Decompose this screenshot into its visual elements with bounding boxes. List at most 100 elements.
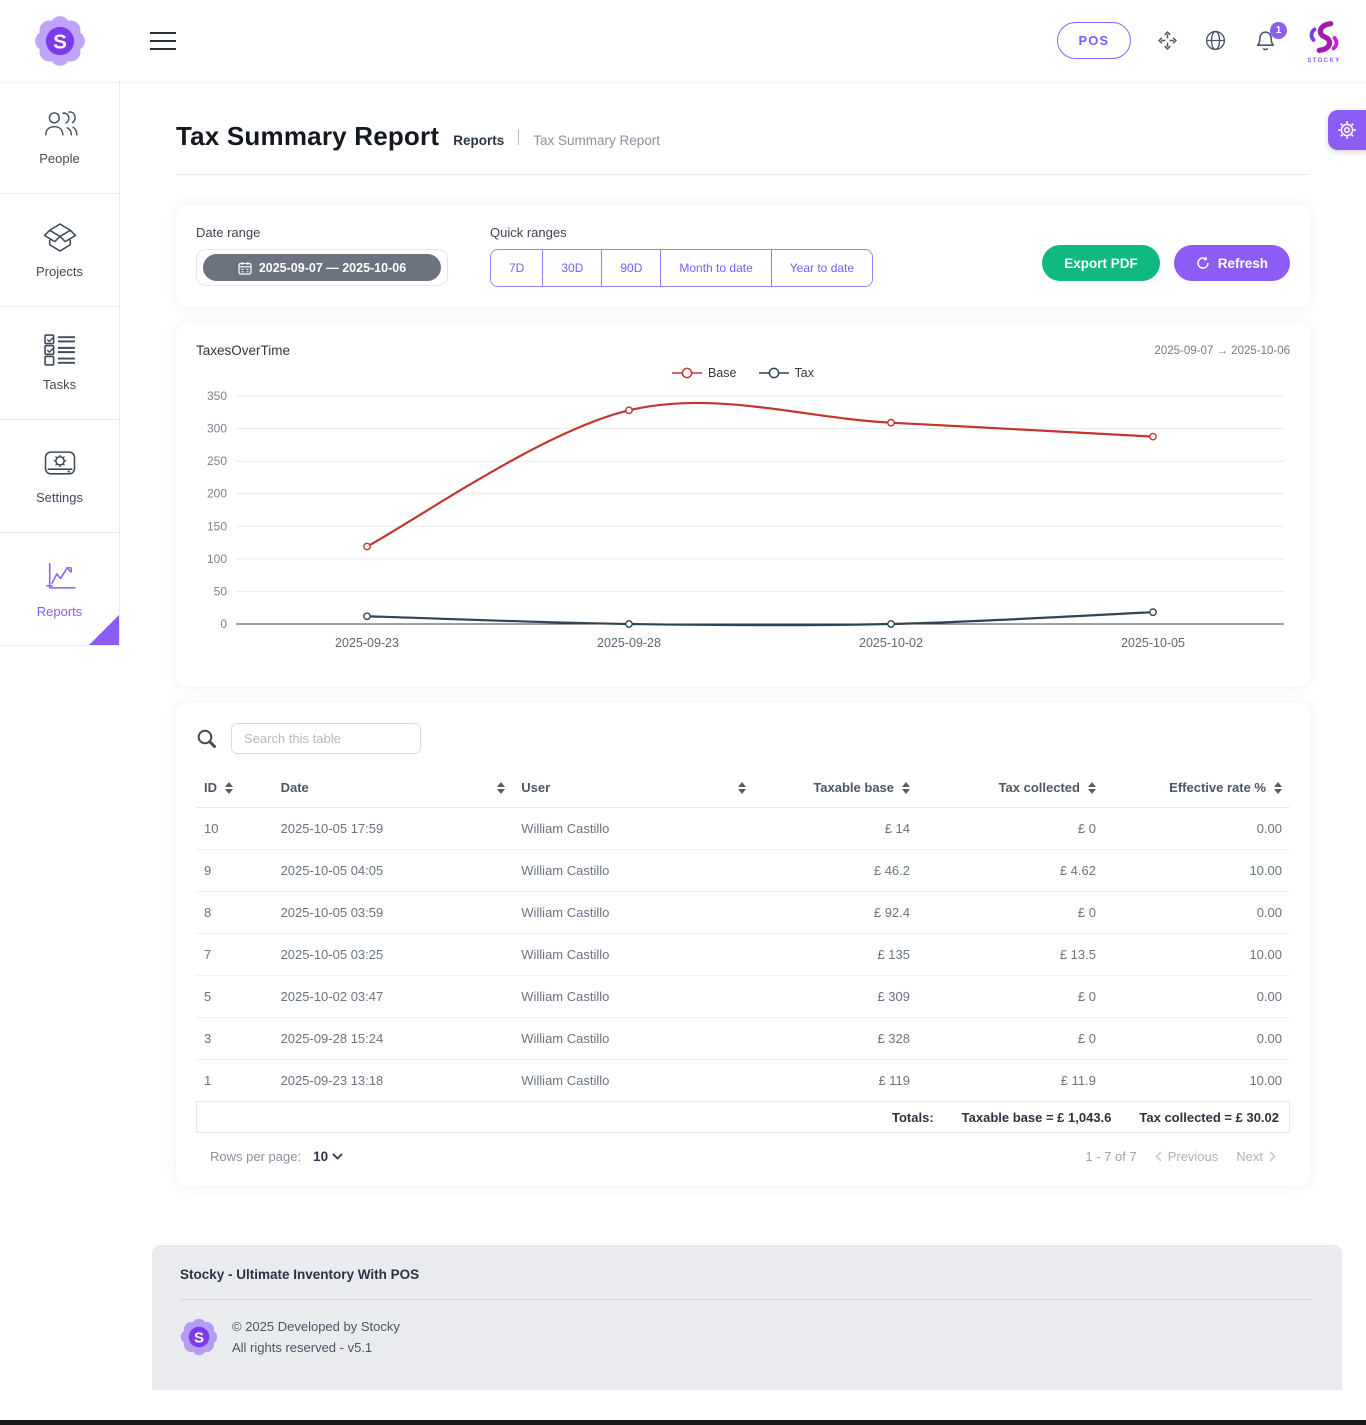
column-header-user[interactable]: User [513,768,754,808]
projects-icon [43,222,76,252]
quick-range-90d[interactable]: 90D [601,250,661,286]
line-chart: 0 50 100 150 200 250 300 350 2025-09-23 2025-09-2… [196,384,1290,667]
svg-text:2025-10-05: 2025-10-05 [1121,636,1185,650]
date-range-input[interactable]: 2025-09-07 — 2025-10-06 [196,249,448,286]
table-search-input[interactable] [231,723,421,754]
table-cell: £ 11.9 [918,1059,1104,1102]
stocky-brand-logo[interactable]: STOCKY [1304,18,1344,64]
notification-count-badge: 1 [1270,21,1287,39]
table-cell: 5 [196,975,273,1018]
svg-text:150: 150 [207,519,227,533]
sort-icon [497,781,506,794]
filter-card: Date range 2025-09-07 — 2025-10-06 Quick… [176,205,1310,307]
table-cell: 3 [196,1017,273,1060]
table-cell: 10.00 [1103,849,1290,892]
footer-title: Stocky - Ultimate Inventory With POS [180,1267,420,1282]
column-header-date[interactable]: Date [272,768,514,808]
svg-text:350: 350 [207,389,227,403]
fullscreen-move-icon[interactable] [1157,30,1178,51]
gear-icon [1338,121,1356,139]
export-pdf-button[interactable]: Export PDF [1042,245,1160,281]
totals-label: Totals: [892,1109,934,1125]
column-header-tax-collected[interactable]: Tax collected [918,768,1104,808]
column-header-effective-rate[interactable]: Effective rate % [1103,768,1290,808]
sidebar-item-label: Settings [36,489,83,505]
rows-per-page-select[interactable]: 10 [313,1149,343,1164]
svg-text:200: 200 [207,487,227,501]
date-range-label: Date range [196,225,261,240]
table-cell: £ 0 [918,1017,1104,1060]
breadcrumb-current: Tax Summary Report [533,133,661,148]
column-header-taxable-base[interactable]: Taxable base [753,768,919,808]
sidebar-item-tasks[interactable]: Tasks [0,307,119,420]
svg-text:2025-10-02: 2025-10-02 [859,636,923,650]
chart-range-caption: 2025-09-07 → 2025-10-06 [1154,344,1290,357]
table-cell: £ 14 [753,807,919,850]
pos-button[interactable]: POS [1056,22,1131,59]
table-cell: William Castillo [513,975,754,1018]
quick-range-year-to-date[interactable]: Year to date [770,250,873,286]
table-cell: £ 135 [753,933,919,976]
footer-divider [180,1299,1314,1300]
bottom-edge-strip [0,1420,1366,1425]
main-content: Tax Summary Report Reports Tax Summary R… [120,81,1366,1390]
next-page-button[interactable]: Next [1236,1149,1276,1164]
table-cell: William Castillo [513,849,754,892]
quick-range-30d[interactable]: 30D [542,250,602,286]
flower-logo-icon: S [35,15,85,66]
chart-title: TaxesOverTime [196,343,291,358]
svg-text:300: 300 [207,422,227,436]
date-range-value: 2025-09-07 — 2025-10-06 [258,260,407,275]
sort-icon [737,781,746,794]
app-logo[interactable]: S [34,15,86,67]
menu-toggle-icon[interactable] [150,31,176,50]
stocky-s-icon [1309,20,1339,53]
sidebar-nav: People Projects Tasks [0,81,120,646]
table-cell: 2025-10-05 04:05 [272,849,514,892]
title-divider [176,174,1310,175]
theme-settings-button[interactable] [1328,110,1366,150]
tasks-icon [43,334,75,366]
table-cell: £ 328 [753,1017,919,1060]
sidebar-item-label: Reports [36,603,83,619]
sidebar-item-reports[interactable]: Reports [0,533,119,646]
date-range-block: Date range 2025-09-07 — 2025-10-06 [196,225,448,286]
refresh-button[interactable]: Refresh [1173,245,1290,281]
table-cell: 2025-09-28 15:24 [272,1017,514,1060]
table-row: 8 2025-10-05 03:59 William Castillo £ 92.4 £… [196,891,1290,934]
sidebar-item-projects[interactable]: Projects [0,194,119,307]
table-cell: £ 0 [918,891,1104,934]
table-cell: 7 [196,933,273,976]
sidebar-item-label: Projects [36,263,83,279]
sort-icon [902,781,911,794]
sidebar-item-settings[interactable]: Settings [0,420,119,533]
breadcrumb-root[interactable]: Reports [453,133,505,148]
table-cell: £ 13.5 [918,933,1104,976]
footer-copyright: © 2025 Developed by Stocky [232,1319,400,1334]
table-cell: 10.00 [1103,1059,1290,1102]
table-header-row: ID Date User Taxable base Tax collected [196,768,1290,808]
table-body: 10 2025-10-05 17:59 William Castillo £ 14 £ … [196,807,1290,1102]
column-header-id[interactable]: ID [196,768,273,808]
svg-text:2025-09-28: 2025-09-28 [597,636,661,650]
quick-range-7d[interactable]: 7D [491,250,543,286]
svg-text:100: 100 [207,552,227,566]
sidebar-item-people[interactable]: People [0,81,119,194]
page-range-text: 1 - 7 of 7 [1085,1149,1137,1164]
chart-card: TaxesOverTime 2025-09-07 → 2025-10-06 Ba… [176,323,1310,687]
legend-item-tax[interactable]: Tax [758,366,814,380]
chevron-right-icon [1269,1151,1276,1162]
table-card: ID Date User Taxable base Tax collected [176,703,1310,1186]
legend-item-base[interactable]: Base [672,366,737,380]
language-globe-icon[interactable] [1204,29,1227,52]
notifications-bell-icon[interactable]: 1 [1253,21,1287,53]
sort-icon [1087,781,1096,794]
svg-text:0: 0 [220,617,227,631]
previous-page-button[interactable]: Previous [1155,1149,1218,1164]
table-cell: 2025-10-02 03:47 [272,975,514,1018]
table-cell: 2025-10-05 03:25 [272,933,514,976]
sort-icon [1274,781,1282,794]
table-cell: £ 309 [753,975,919,1018]
quick-range-month-to-date[interactable]: Month to date [660,250,771,286]
svg-text:50: 50 [214,584,228,598]
